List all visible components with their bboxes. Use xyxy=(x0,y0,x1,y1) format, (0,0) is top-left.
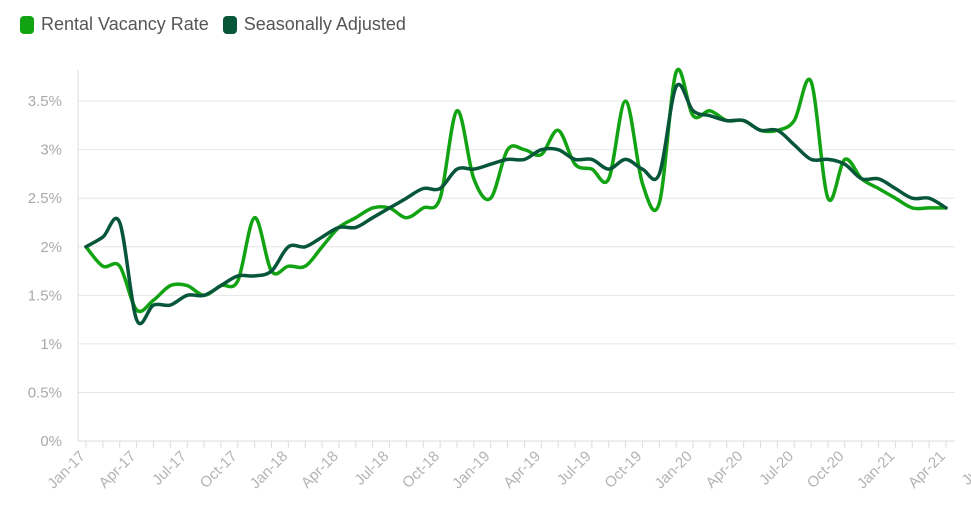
y-tick-label: 1% xyxy=(40,336,62,353)
legend-swatch-seasonally-adjusted xyxy=(222,15,237,34)
x-tick-label: Apr-21 xyxy=(905,448,949,492)
y-tick-label: 0.5% xyxy=(28,384,62,401)
y-tick-label: 0% xyxy=(40,433,62,450)
y-tick-label: 2.5% xyxy=(28,190,62,207)
series-line-rental-vacancy-rate xyxy=(84,67,948,314)
x-tick-label: Jul-17 xyxy=(149,448,190,489)
legend-item-rental-vacancy-rate[interactable]: Rental Vacancy Rate xyxy=(20,14,209,35)
x-tick-label: Jul-21 xyxy=(959,448,971,489)
x-tick-label: Jan-21 xyxy=(854,448,898,492)
x-tick-label: Apr-17 xyxy=(96,448,140,492)
legend-label-rental-vacancy-rate: Rental Vacancy Rate xyxy=(41,14,209,34)
x-tick-label: Oct-19 xyxy=(601,448,645,492)
series-line-seasonally-adjusted xyxy=(84,82,948,326)
legend-swatch-rental-vacancy-rate xyxy=(20,15,34,34)
x-tick-label: Jan-17 xyxy=(44,448,88,492)
legend-item-seasonally-adjusted[interactable]: Seasonally Adjusted xyxy=(222,14,406,35)
x-tick-label: Apr-20 xyxy=(703,448,747,492)
x-tick-label: Apr-18 xyxy=(298,448,342,492)
x-tick-label: Jul-19 xyxy=(554,448,595,489)
x-tick-label: Jan-18 xyxy=(247,448,291,492)
x-tick-label: Apr-19 xyxy=(500,448,544,492)
x-tick-label: Jan-20 xyxy=(651,448,695,492)
x-tick-label: Oct-17 xyxy=(197,448,241,492)
legend: Rental Vacancy Rate Seasonally Adjusted xyxy=(20,14,406,35)
x-tick-label: Jul-20 xyxy=(756,448,797,489)
x-tick-label: Jul-18 xyxy=(351,448,392,489)
y-tick-label: 3% xyxy=(40,142,62,159)
x-tick-label: Jan-19 xyxy=(449,448,493,492)
legend-label-seasonally-adjusted: Seasonally Adjusted xyxy=(243,14,406,34)
y-tick-label: 3.5% xyxy=(28,93,62,110)
x-tick-label: Oct-18 xyxy=(399,448,443,492)
y-tick-label: 1.5% xyxy=(28,287,62,304)
x-tick-label: Oct-20 xyxy=(804,448,848,492)
y-tick-label: 2% xyxy=(40,239,62,256)
